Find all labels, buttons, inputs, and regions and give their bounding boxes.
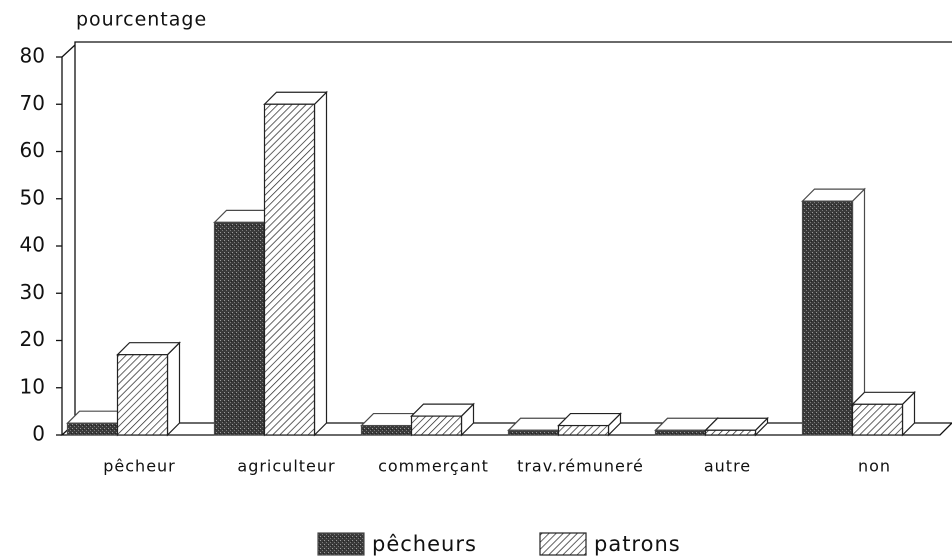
y-tick-label: 50 bbox=[20, 185, 45, 209]
bar bbox=[116, 354, 169, 436]
y-tick-label: 70 bbox=[20, 91, 45, 115]
x-tick-label: pêcheur bbox=[103, 457, 176, 476]
bar bbox=[654, 429, 707, 436]
y-tick-label: 10 bbox=[20, 374, 45, 398]
legend-swatch bbox=[539, 532, 587, 556]
legend-label: patrons bbox=[594, 532, 681, 556]
bar bbox=[213, 221, 266, 436]
x-tick-label: autre bbox=[704, 457, 751, 476]
legend-label: pêcheurs bbox=[372, 532, 477, 556]
bar bbox=[410, 415, 463, 436]
x-tick-label: agriculteur bbox=[237, 457, 335, 476]
bar bbox=[507, 429, 560, 436]
bar bbox=[557, 424, 610, 436]
y-tick-label: 40 bbox=[20, 233, 45, 257]
bar-side bbox=[313, 90, 328, 437]
y-tick-label: 20 bbox=[20, 327, 45, 351]
x-tick-label: trav.rémuneré bbox=[517, 457, 644, 476]
bar bbox=[66, 422, 119, 436]
bar-side bbox=[166, 341, 181, 437]
x-tick-label: commerçant bbox=[378, 457, 489, 476]
bar bbox=[704, 429, 757, 436]
bar bbox=[851, 403, 904, 436]
bar bbox=[263, 103, 316, 436]
y-axis-label: pourcentage bbox=[76, 9, 207, 31]
y-tick-label: 0 bbox=[32, 422, 45, 446]
y-tick-label: 30 bbox=[20, 280, 45, 304]
y-tick-label: 80 bbox=[20, 44, 45, 68]
x-tick-label: non bbox=[858, 457, 891, 476]
bar bbox=[801, 200, 854, 436]
legend-swatch bbox=[317, 532, 365, 556]
bar bbox=[360, 424, 413, 436]
y-tick-label: 60 bbox=[20, 138, 45, 162]
